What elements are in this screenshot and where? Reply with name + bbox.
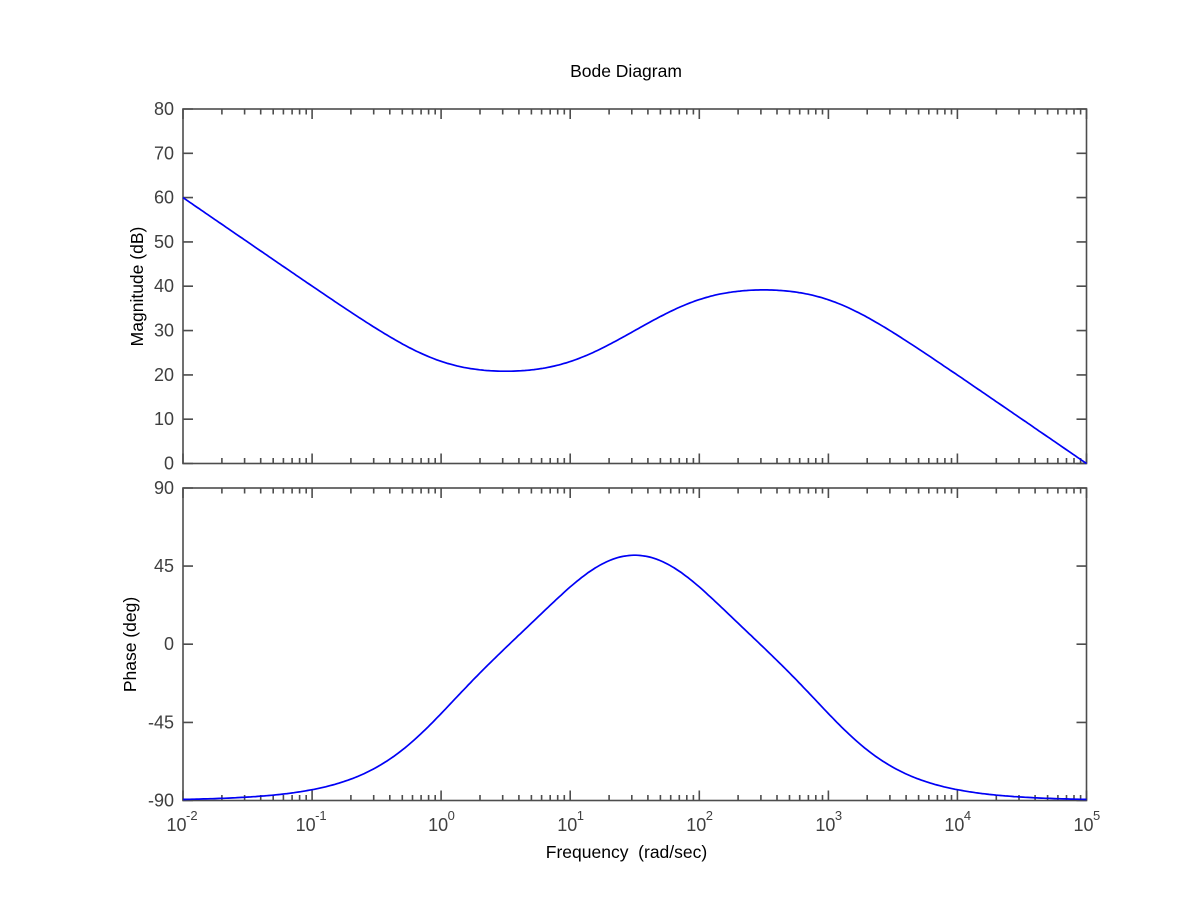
svg-text:10: 10 [1074,815,1094,835]
svg-text:10: 10 [557,815,577,835]
svg-text:60: 60 [154,188,174,208]
svg-text:-90: -90 [148,791,174,811]
svg-text:0: 0 [164,454,174,474]
svg-text:3: 3 [835,808,842,823]
svg-text:2: 2 [706,808,713,823]
svg-text:80: 80 [154,99,174,119]
svg-text:4: 4 [964,808,971,823]
svg-text:Frequency (rad/sec): Frequency (rad/sec) [546,842,707,862]
svg-text:1: 1 [577,808,584,823]
svg-text:40: 40 [154,276,174,296]
svg-text:10: 10 [296,815,316,835]
svg-text:30: 30 [154,321,174,341]
svg-text:5: 5 [1093,808,1100,823]
svg-text:10: 10 [686,815,706,835]
svg-text:70: 70 [154,143,174,163]
svg-text:0: 0 [448,808,455,823]
svg-text:Bode Diagram: Bode Diagram [570,61,682,81]
svg-text:-2: -2 [186,808,198,823]
svg-text:90: 90 [154,478,174,498]
svg-text:0: 0 [164,634,174,654]
svg-text:10: 10 [428,815,448,835]
svg-text:10: 10 [944,815,964,835]
svg-text:45: 45 [154,556,174,576]
svg-text:-45: -45 [148,712,174,732]
svg-text:-1: -1 [315,808,327,823]
svg-text:Magnitude (dB): Magnitude (dB) [127,227,147,347]
svg-text:50: 50 [154,232,174,252]
svg-text:10: 10 [815,815,835,835]
svg-text:20: 20 [154,365,174,385]
svg-text:Phase (deg): Phase (deg) [120,597,140,692]
svg-text:10: 10 [154,409,174,429]
svg-text:10: 10 [167,815,187,835]
